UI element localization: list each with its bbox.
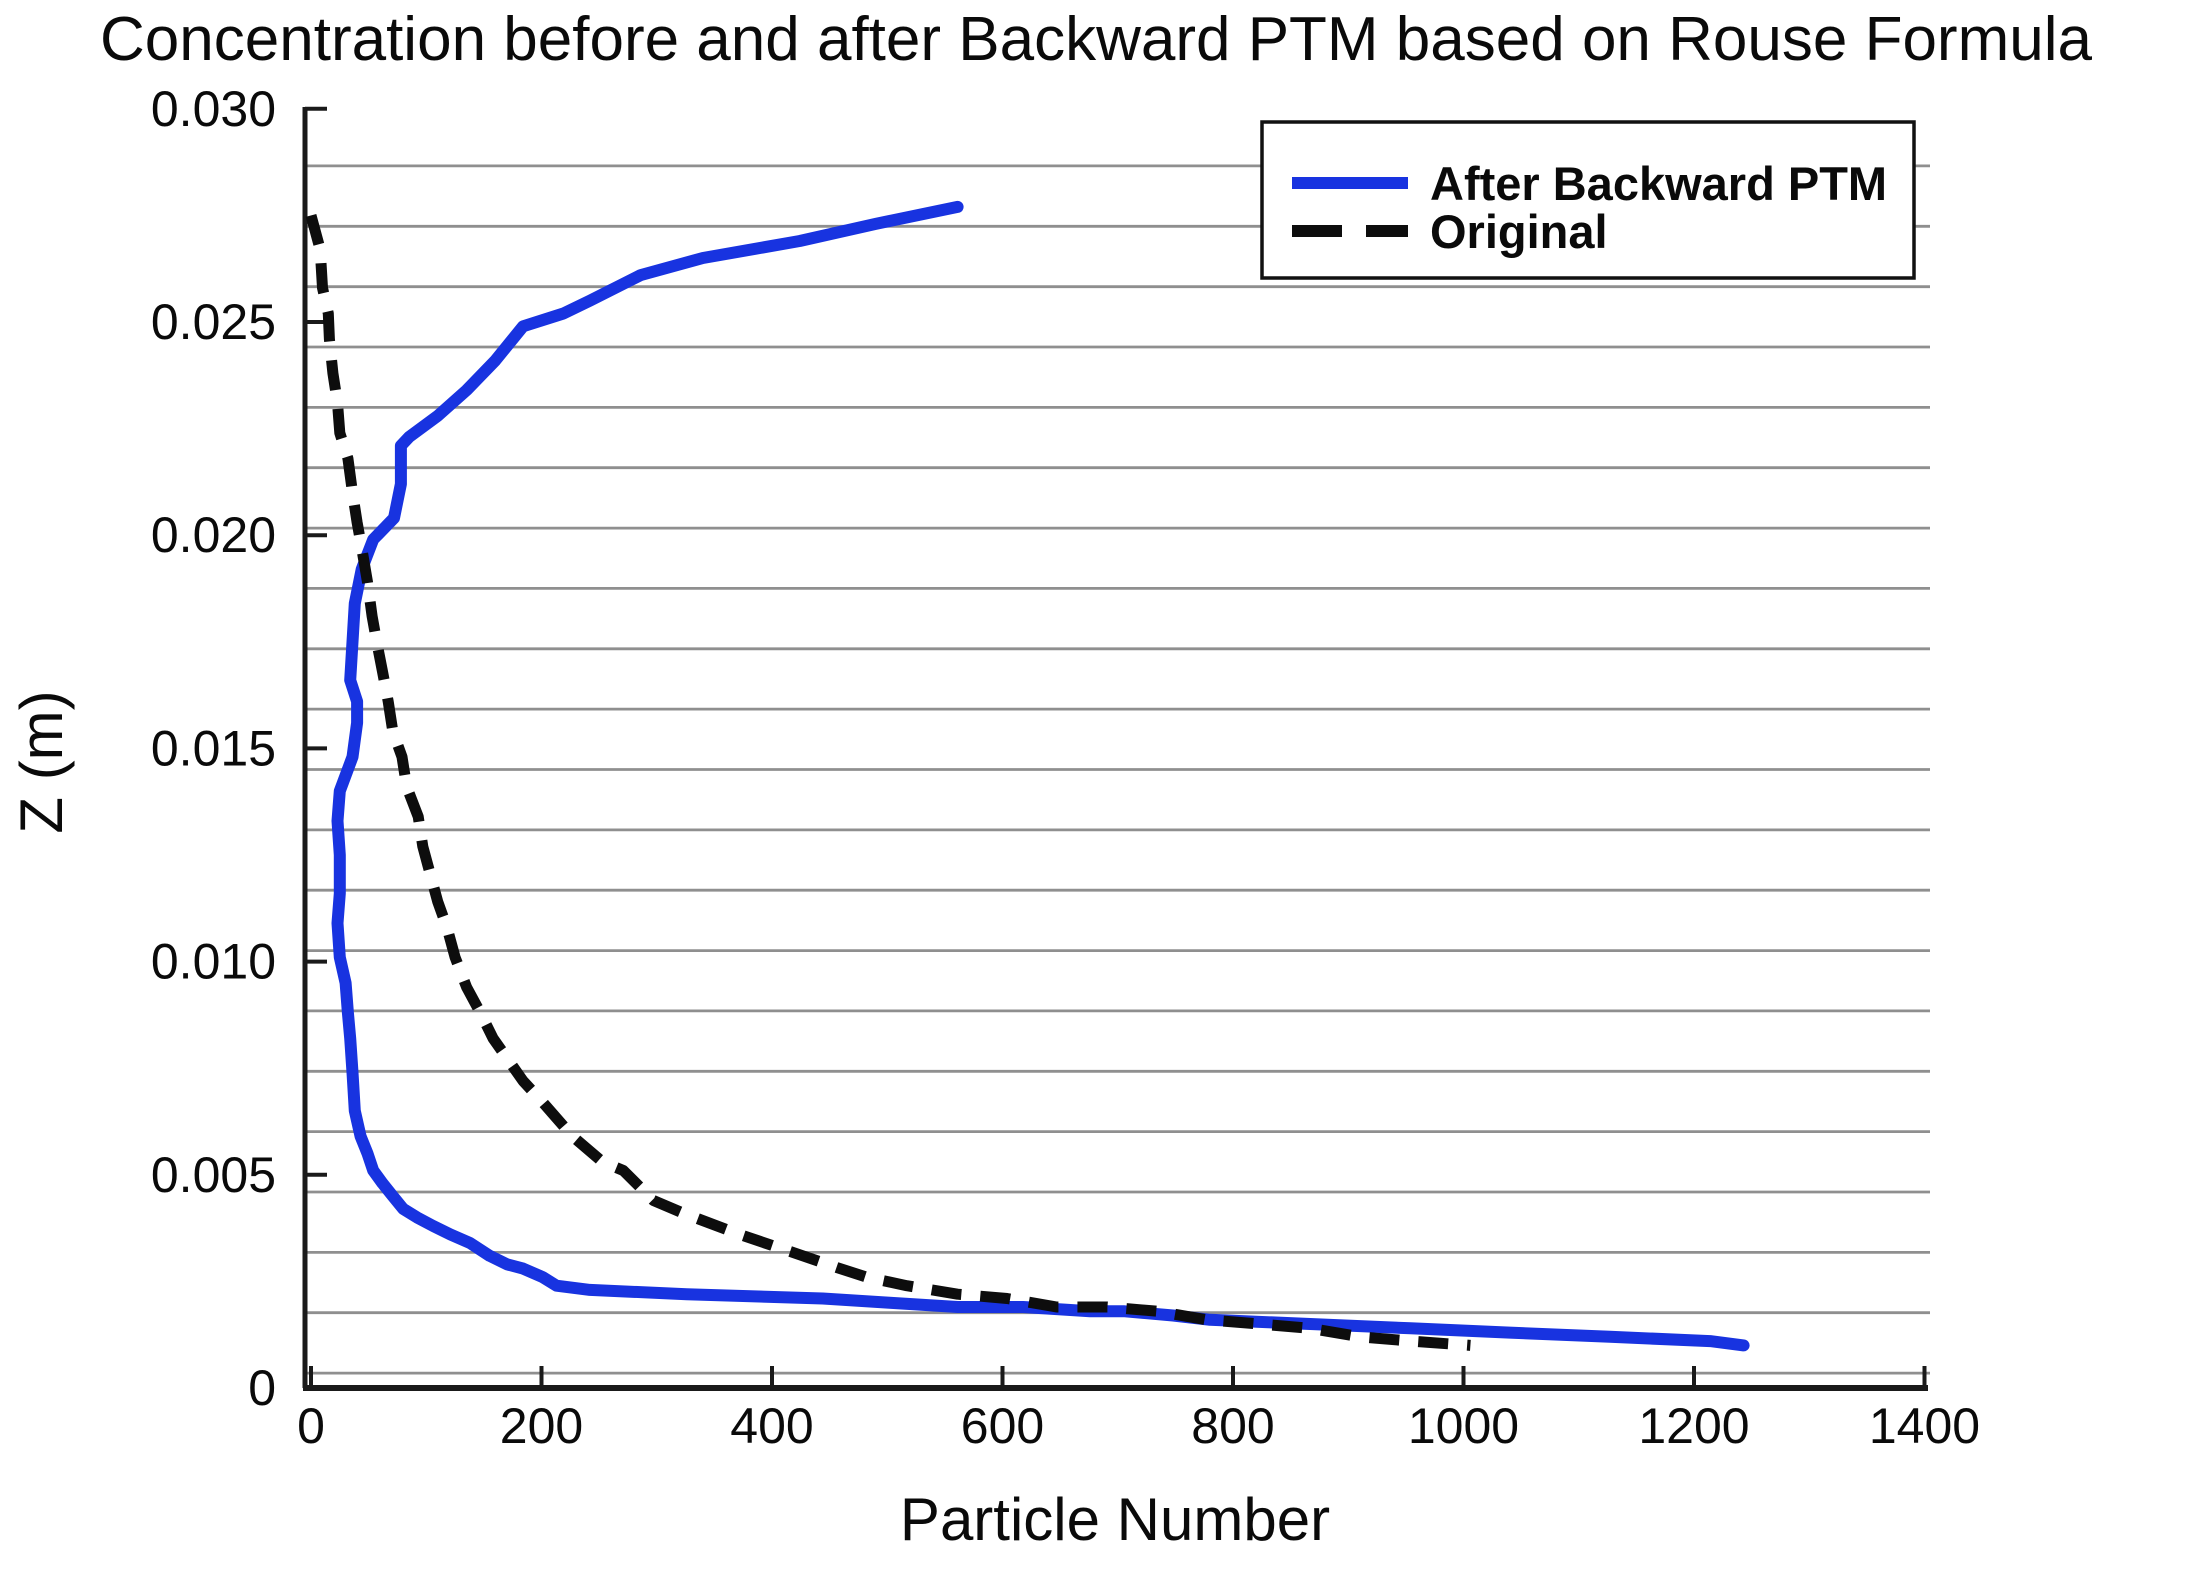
chart-title: Concentration before and after Backward … (100, 5, 2092, 74)
x-tick-label: 1400 (1869, 1398, 1980, 1454)
x-tick-label: 800 (1191, 1398, 1274, 1454)
x-tick-label: 1200 (1638, 1398, 1749, 1454)
x-axis-ticks (309, 1366, 1927, 1388)
y-tick-label: 0.020 (151, 507, 276, 563)
y-tick-label: 0.005 (151, 1147, 276, 1203)
x-tick-label: 0 (297, 1398, 325, 1454)
gridlines (305, 164, 1930, 1375)
x-axis-title: Particle Number (900, 1486, 1330, 1553)
x-tick-label: 400 (730, 1398, 813, 1454)
y-axis-ticks (305, 106, 327, 1390)
y-tick-label: 0.015 (151, 720, 276, 776)
x-tick-label: 600 (961, 1398, 1044, 1454)
legend-box (1260, 120, 1916, 280)
y-tick-label: 0.025 (151, 294, 276, 350)
legend-label-original: Original (1430, 205, 1608, 258)
x-axis-tick-labels: 0 200 400 600 800 1000 1200 1400 (297, 1398, 1980, 1454)
series-line-after-backward-ptm (331, 200, 1750, 1352)
legend: After Backward PTM Original (1260, 120, 1916, 280)
y-tick-label: 0.030 (151, 81, 276, 137)
y-axis-title: Z (m) (8, 690, 75, 833)
legend-label-after-backward-ptm: After Backward PTM (1430, 157, 1887, 210)
x-tick-label: 200 (500, 1398, 583, 1454)
x-tick-label: 1000 (1408, 1398, 1519, 1454)
y-tick-label: 0 (248, 1360, 276, 1416)
y-axis-tick-labels: 0.030 0.025 0.020 0.015 0.010 0.005 0 (151, 81, 276, 1416)
series-line-original (305, 213, 1471, 1351)
y-tick-label: 0.010 (151, 934, 276, 990)
data-series (305, 200, 1750, 1352)
